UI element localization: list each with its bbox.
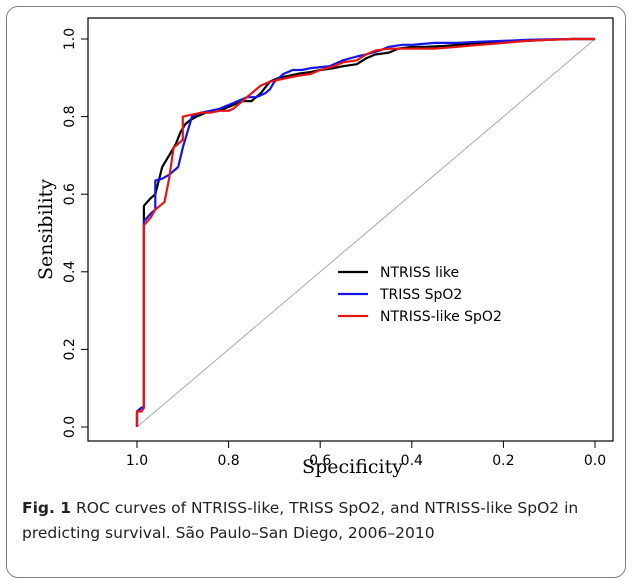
- x-tick-label: 1.0: [126, 453, 148, 469]
- x-tick-label: 0.4: [401, 453, 423, 469]
- y-tick-label: 0.0: [62, 416, 78, 438]
- reference-diagonal: [136, 38, 596, 428]
- y-tick-label: 0.8: [62, 105, 78, 127]
- legend-label-1: NTRISS like: [380, 265, 459, 281]
- x-tick-label: 0.6: [309, 453, 331, 469]
- y-tick-label: 0.6: [62, 183, 78, 205]
- series-line-2: [135, 37, 595, 427]
- plot-box: [87, 17, 614, 442]
- figure-caption-text: ROC curves of NTRISS-like, TRISS SpO2, a…: [22, 499, 579, 542]
- y-tick-label: 0.2: [62, 338, 78, 360]
- x-axis-label: Specificity: [302, 456, 403, 478]
- y-tick-label: 1.0: [62, 28, 78, 50]
- legend-label-2: TRISS SpO2: [379, 287, 462, 303]
- x-tick-label: 0.8: [217, 453, 239, 469]
- x-tick-label: 0.0: [584, 453, 606, 469]
- figure-caption: Fig. 1 ROC curves of NTRISS-like, TRISS …: [22, 496, 620, 546]
- series-line-3: [135, 37, 595, 427]
- y-tick-label: 0.4: [62, 261, 78, 283]
- y-axis-label: Sensibility: [35, 179, 57, 280]
- figure-frame: [6, 6, 626, 578]
- x-tick-label: 0.2: [492, 453, 514, 469]
- legend-label-3: NTRISS-like SpO2: [380, 309, 502, 325]
- figure-label: Fig. 1: [22, 499, 72, 517]
